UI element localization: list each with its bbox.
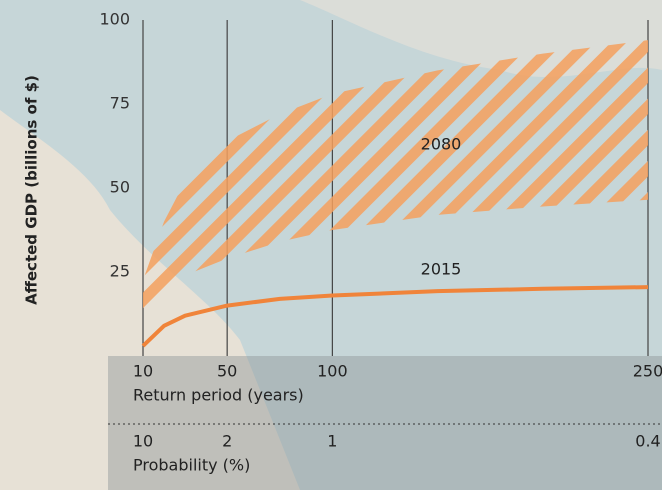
x2-tick-label: 2 — [222, 432, 232, 451]
x-tick-label: 250 — [633, 362, 662, 381]
y-tick-label: 50 — [110, 178, 130, 197]
x-tick-label: 100 — [317, 362, 348, 381]
y-tick-label: 75 — [110, 94, 130, 113]
series-label: 2015 — [421, 260, 462, 279]
y-axis-title: Affected GDP (billions of $) — [23, 75, 41, 305]
x2-tick-label: 1 — [327, 432, 337, 451]
chart: Affected GDP (billions of $) Return peri… — [0, 0, 662, 490]
x2-axis-title: Probability (%) — [133, 456, 250, 475]
x-tick-label: 50 — [217, 362, 237, 381]
x2-tick-label: 10 — [133, 432, 153, 451]
x-tick-label: 10 — [133, 362, 153, 381]
x-axis-title: Return period (years) — [133, 386, 304, 405]
y-tick-label: 100 — [99, 10, 130, 29]
series-label: 2080 — [421, 135, 462, 154]
x2-tick-label: 0.4 — [635, 432, 660, 451]
y-tick-label: 25 — [110, 262, 130, 281]
